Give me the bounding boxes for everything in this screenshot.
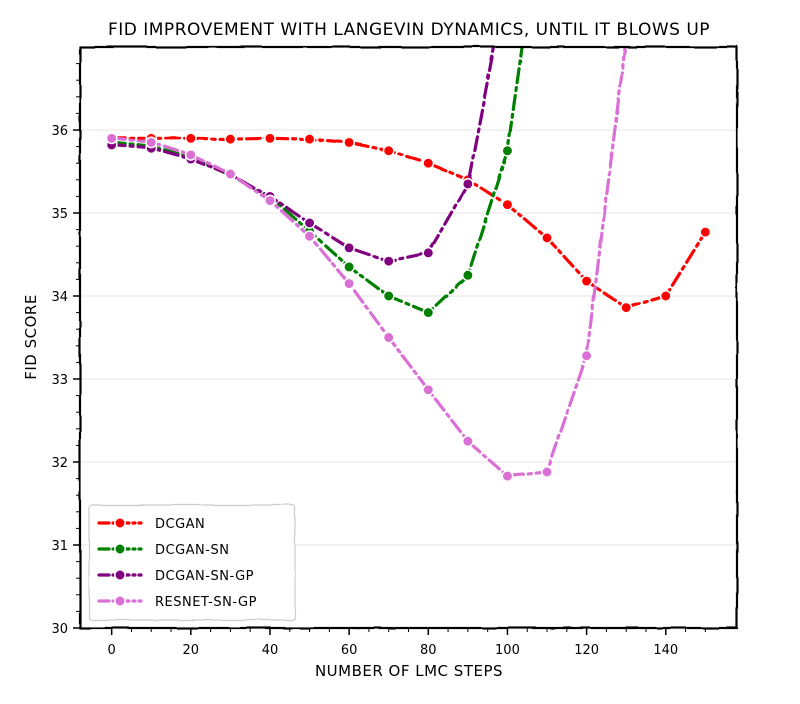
y-tick-label: 35 <box>51 207 68 222</box>
data-point <box>541 231 553 244</box>
x-tick-label: 0 <box>108 643 116 658</box>
data-point <box>303 133 316 146</box>
data-point <box>422 246 435 259</box>
series-line <box>110 47 524 315</box>
x-tick-label: 140 <box>653 643 678 658</box>
x-tick-label: 40 <box>262 643 279 658</box>
data-point <box>422 157 435 170</box>
legend-label: DCGAN-SN-GP <box>155 569 254 584</box>
x-tick-label: 120 <box>574 643 599 658</box>
data-point <box>303 230 316 243</box>
series-dcgan <box>105 132 712 314</box>
y-tick-label: 36 <box>51 124 68 139</box>
x-tick-label: 100 <box>495 643 520 658</box>
series-resnet-sn-gp <box>105 47 627 483</box>
legend-entry-dcgan: DCGAN <box>97 517 205 532</box>
data-point <box>501 470 514 483</box>
legend-label: DCGAN <box>155 517 205 532</box>
series-dcgan-sn-gp <box>105 47 496 268</box>
y-tick-label: 32 <box>51 456 68 471</box>
chart-title: FID IMPROVEMENT WITH LANGEVIN DYNAMICS, … <box>108 20 710 40</box>
data-point <box>659 290 672 302</box>
data-point <box>699 226 712 239</box>
data-point <box>422 383 435 396</box>
data-point <box>461 178 474 190</box>
data-point <box>343 241 356 254</box>
data-point <box>224 168 237 180</box>
data-point <box>422 306 435 319</box>
legend-box <box>88 504 296 621</box>
grid-layer <box>80 129 737 546</box>
data-point <box>343 136 356 149</box>
data-point <box>501 198 514 211</box>
data-point <box>461 435 474 448</box>
legend-label: DCGAN-SN <box>155 543 229 558</box>
legend-entry-dcgan-sn-gp: DCGAN-SN-GP <box>97 569 254 584</box>
y-tick-label: 34 <box>51 290 68 305</box>
data-point <box>461 269 474 282</box>
data-point <box>382 255 395 268</box>
data-point <box>382 290 395 302</box>
data-point <box>382 331 395 344</box>
data-point <box>303 217 316 229</box>
data-point <box>264 132 276 145</box>
legend-swatch-marker <box>114 543 126 555</box>
legend-entry-dcgan-sn: DCGAN-SN <box>97 543 229 558</box>
legend-entry-resnet-sn-gp: RESNET-SN-GP <box>97 595 257 610</box>
data-point <box>343 277 356 290</box>
x-tick-label: 80 <box>420 643 437 658</box>
data-point <box>580 275 593 288</box>
data-point <box>620 301 633 314</box>
legend-label: RESNET-SN-GP <box>155 595 257 610</box>
data-point <box>224 133 237 146</box>
data-point <box>145 136 158 149</box>
series-line <box>110 136 707 310</box>
x-tick-label: 20 <box>183 643 200 658</box>
data-point <box>501 144 514 157</box>
legend: DCGAN DCGAN-SN DCGAN-SN-GP RESNET-SN-GP <box>88 504 296 621</box>
data-point <box>184 148 197 161</box>
y-tick-label: 30 <box>51 622 68 637</box>
y-tick-label: 31 <box>51 539 68 554</box>
x-axis-label: NUMBER OF LMC STEPS <box>315 662 503 680</box>
data-point <box>541 466 553 478</box>
data-point <box>580 349 593 362</box>
data-point <box>184 132 197 145</box>
data-point <box>382 144 395 157</box>
y-tick-label: 33 <box>51 373 68 388</box>
legend-swatch-marker <box>114 595 126 607</box>
legend-swatch-marker <box>114 569 126 581</box>
y-axis-label: FID SCORE <box>22 294 40 380</box>
x-tick-label: 60 <box>341 643 358 658</box>
legend-swatch-marker <box>114 517 126 529</box>
data-point <box>105 132 118 145</box>
x-axis-ticks: 0 20 40 60 80 100 120 140 <box>108 628 706 658</box>
data-point <box>264 194 276 207</box>
y-axis-ticks: 30 31 32 33 34 35 36 <box>51 63 80 637</box>
series-line <box>110 47 627 478</box>
series-layer <box>105 47 712 483</box>
data-point <box>343 261 356 273</box>
